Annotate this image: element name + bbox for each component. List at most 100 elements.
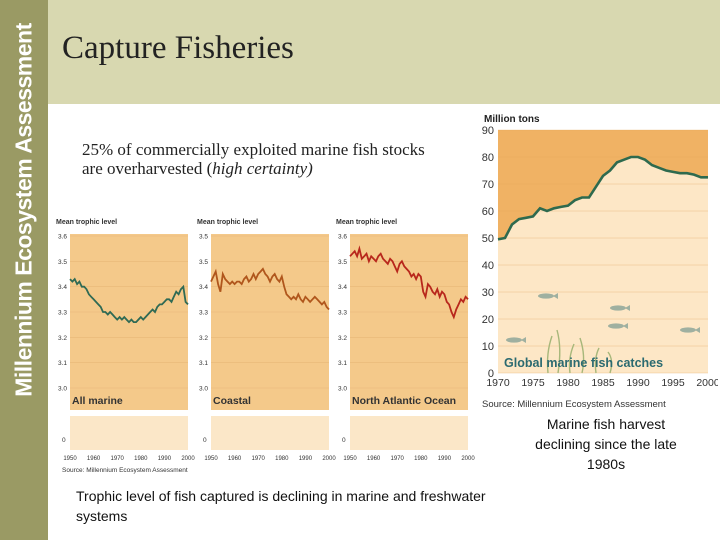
fish-icon [538,293,558,299]
fish-icon [608,323,628,329]
trophic-xtick: 1990 [158,456,172,462]
trophic-ytick: 3.4 [199,284,208,291]
global-catch-chart: Million tons 0 10 20 30 40 50 60 70 80 90 1970 1975 1… [482,114,718,410]
sidebar: Millennium Ecosystem Assessment [0,0,48,540]
trophic-ytick: 3.3 [58,310,67,317]
fish-body [506,337,522,343]
catch-caption: Marine fish harvest declining since the … [535,416,677,472]
trophic-ytick: 3.2 [338,335,347,342]
catch-ytick: 0 [488,368,494,380]
trophic-zero-tick: 0 [62,437,66,444]
trophic-xtick: 1990 [299,456,313,462]
trophic-xtick: 2000 [322,456,336,462]
catch-source: Source: Millennium Ecosystem Assessment [482,399,666,410]
trophic-xtick: 1950 [343,456,357,462]
catch-xtick: 1975 [521,377,545,389]
trophic-ytick: 3.3 [338,310,347,317]
trophic-xtick: 2000 [181,456,195,462]
trophic-xtick: 1970 [252,456,266,462]
fish-tail [521,337,526,343]
trophic-panel-3: Mean trophic level 3.6 3.5 3.4 3.3 3.2 3.1 3.0 0… [336,219,475,462]
catch-ytick: 40 [482,260,494,272]
trophic-xtick: 2000 [461,456,475,462]
fish-icon [610,305,630,311]
catch-chart-title: Global marine fish catches [504,356,663,370]
catch-xtick: 1995 [661,377,685,389]
trophic-level-charts: Mean trophic level 3.6 3.5 3.4 3.3 3.2 3.1 3.0 0… [56,219,475,474]
trophic-ytick: 3.2 [58,335,67,342]
trophic-ytick: 3.0 [199,386,208,393]
trophic-xtick: 1960 [228,456,242,462]
trophic-xtick: 1960 [87,456,101,462]
trophic-ytick: 3.0 [338,386,347,393]
fish-body [538,293,554,299]
fish-tail [625,305,630,311]
catch-ytick: 80 [482,152,494,164]
catch-xtick: 2000 [696,377,718,389]
trophic-xtick: 1950 [63,456,77,462]
catch-xtick: 1970 [486,377,510,389]
trophic-caption: Trophic level of fish captured is declin… [76,488,486,524]
statement-main: 25% of commercially exploited marine fis… [82,140,425,178]
trophic-panel-1: Mean trophic level 3.6 3.5 3.4 3.3 3.2 3.1 3.0 0… [56,219,195,462]
statement-certainty: high certainty) [212,159,313,178]
catch-series-line [497,155,708,241]
catch-ylabel: Million tons [484,114,540,125]
catch-xtick: 1990 [626,377,650,389]
page-title: Capture Fisheries [62,30,294,66]
trophic-zero-tick: 0 [342,437,346,444]
trophic-ytick: 3.4 [338,284,347,291]
trophic-ytick: 3.3 [199,310,208,317]
catch-ytick: 30 [482,287,494,299]
trophic-panel-label: All marine [72,395,123,407]
trophic-zero-tick: 0 [203,437,207,444]
trophic-series-line [210,267,330,311]
catch-ytick: 50 [482,233,494,245]
trophic-xtick: 1980 [134,456,148,462]
trophic-xtick: 1960 [367,456,381,462]
seaweed-decoration [579,337,585,374]
trophic-panel-2: Mean trophic level 3.5 3.5 3.4 3.3 3.2 3.1 3.0 0… [197,219,336,462]
fish-body [608,323,624,329]
trophic-ytick: 3.1 [58,360,67,367]
trophic-ytick: 3.2 [199,335,208,342]
fish-tail [623,323,628,329]
trophic-ytick: 3.1 [338,360,347,367]
trophic-zero-bg [350,416,468,450]
catch-ytick: 10 [482,341,494,353]
catch-ytick: 60 [482,206,494,218]
trophic-series-line [349,245,469,320]
trophic-xtick: 1980 [414,456,428,462]
catch-xtick: 1985 [591,377,615,389]
trophic-panel-label: North Atlantic Ocean [352,395,456,407]
catch-ytick: 70 [482,179,494,191]
brand-logo-text: Millennium Ecosystem Assessment [10,23,37,397]
catch-xtick: 1980 [556,377,580,389]
catch-ytick: 20 [482,314,494,326]
seaweed-decoration [568,343,575,374]
trophic-xtick: 1970 [111,456,125,462]
trophic-plot-bg [211,234,329,410]
statement-text: 25% of commercially exploited marine fis… [82,140,432,178]
trophic-plot-bg [350,234,468,410]
seaweed-decoration [607,351,613,374]
trophic-ylabel: Mean trophic level [56,219,117,226]
trophic-series-line [69,277,189,324]
trophic-panel-label: Coastal [213,395,251,407]
trophic-ytick: 3.5 [199,259,208,266]
fish-icon [506,337,526,343]
trophic-ytick: 3.0 [58,386,67,393]
trophic-xtick: 1970 [391,456,405,462]
catch-ytick: 90 [482,125,494,137]
seaweed-decoration [546,335,553,374]
trophic-ytick: 3.5 [199,234,208,241]
trophic-xtick: 1950 [204,456,218,462]
trophic-source: Source: Millennium Ecosystem Assessment [62,467,188,474]
trophic-ylabel: Mean trophic level [197,219,258,226]
trophic-xtick: 1990 [438,456,452,462]
trophic-ytick: 3.5 [58,259,67,266]
trophic-ylabel: Mean trophic level [336,219,397,226]
fish-tail [695,327,700,333]
seaweed-decoration [556,329,561,374]
trophic-zero-bg [70,416,188,450]
